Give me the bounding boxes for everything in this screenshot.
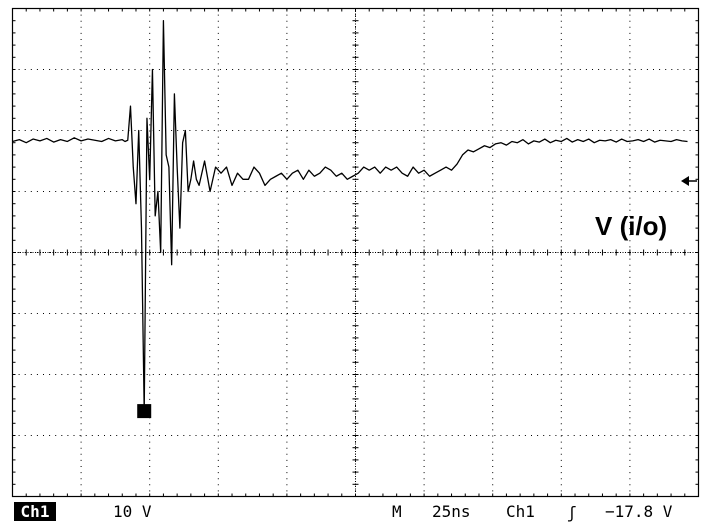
channel-badge-text: Ch1 bbox=[21, 502, 50, 521]
ground-marker-group bbox=[137, 404, 152, 419]
signal-trace-line bbox=[12, 20, 688, 412]
trigger-source-readout: Ch1 bbox=[506, 502, 535, 521]
graticule-grid bbox=[12, 8, 699, 497]
bottom-readout: Ch1 10 V M 25ns Ch1 ʃ −17.8 V bbox=[14, 502, 673, 522]
channel-badge bbox=[14, 502, 56, 521]
mode-readout: M bbox=[392, 502, 402, 521]
time-per-div-readout: 25ns bbox=[432, 502, 471, 521]
ground-marker bbox=[137, 404, 152, 419]
trigger-level-readout: −17.8 V bbox=[605, 502, 673, 521]
trace-label: V (i/o) bbox=[595, 211, 667, 241]
trigger-level-arrow bbox=[681, 176, 697, 186]
trigger-slope-icon: ʃ bbox=[567, 503, 577, 522]
volts-per-div-readout: 10 V bbox=[113, 502, 152, 521]
signal-trace-group bbox=[12, 20, 688, 412]
